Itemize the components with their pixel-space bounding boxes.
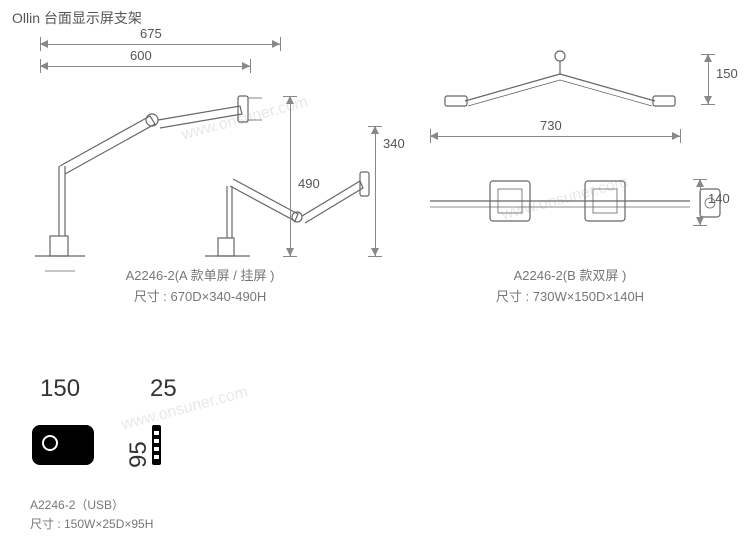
arm-low-drawing [200, 126, 390, 276]
caption-b: A2246-2(B 款双屏 ) 尺寸 : 730W×150D×140H [430, 266, 710, 308]
size-c-label: 尺寸 : 150W×25D×95H [30, 515, 210, 534]
model-a-label: A2246-2(A 款单屏 / 挂屏 ) [60, 266, 340, 287]
dual-top-drawing [410, 46, 710, 126]
size-b-label: 尺寸 : 730W×150D×140H [430, 287, 710, 308]
model-b-label: A2246-2(B 款双屏 ) [430, 266, 710, 287]
dim-675: 675 [140, 26, 162, 41]
dim-150-c: 150 [40, 375, 80, 403]
dim-600: 600 [130, 48, 152, 63]
model-c-label: A2246-2（USB） [30, 496, 210, 515]
caption-c: A2246-2（USB） 尺寸 : 150W×25D×95H [30, 496, 210, 534]
dim-490: 490 [298, 176, 320, 191]
dim-25: 25 [150, 375, 177, 403]
dim-150-b: 150 [716, 66, 738, 81]
dim-730: 730 [540, 118, 562, 133]
caption-a: A2246-2(A 款单屏 / 挂屏 ) 尺寸 : 670D×340-490H [60, 266, 340, 308]
usb-side-icon [152, 425, 161, 465]
dim-95: 95 [125, 441, 153, 468]
dual-front-drawing [410, 161, 730, 241]
usb-front-icon [32, 425, 94, 465]
dim-140: 140 [708, 191, 730, 206]
page-title: Ollin 台面显示屏支架 [12, 8, 142, 28]
size-a-label: 尺寸 : 670D×340-490H [60, 287, 340, 308]
